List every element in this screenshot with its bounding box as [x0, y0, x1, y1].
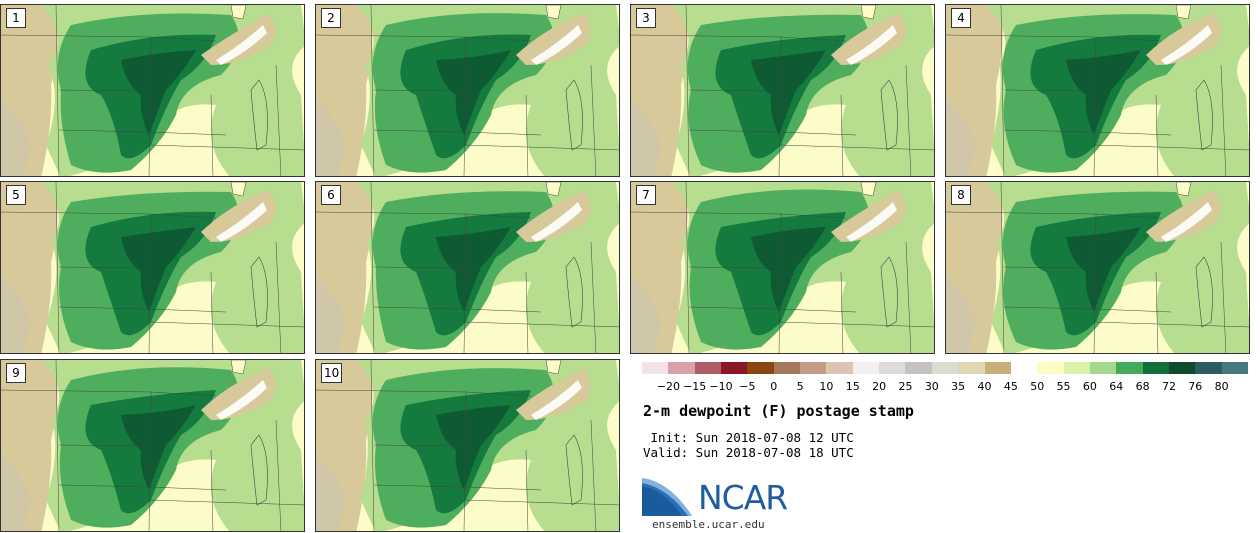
colorbar-segment	[668, 362, 696, 374]
panel-number: 10	[321, 363, 343, 383]
map-panel-7: 7	[630, 181, 935, 354]
map-panel-1: 1	[0, 4, 305, 177]
panel-number: 5	[6, 185, 26, 205]
colorbar-segment	[1037, 362, 1065, 374]
panel-number: 9	[6, 363, 26, 383]
colorbar-tick-label: 35	[951, 380, 966, 393]
colorbar-segment	[773, 362, 801, 374]
colorbar-tick-label: 30	[924, 380, 939, 393]
map-panel-3: 3	[630, 4, 935, 177]
colorbar-segment	[1142, 362, 1170, 374]
colorbar-segment	[747, 362, 775, 374]
colorbar-segment	[1010, 362, 1038, 374]
map-panel-6: 6	[315, 181, 620, 354]
colorbar-tick-label: 25	[898, 380, 913, 393]
colorbar-tick-label: 0	[770, 380, 778, 393]
colorbar-tick-label: 15	[845, 380, 860, 393]
panel-number: 1	[6, 8, 26, 28]
logo-text: NCAR	[698, 478, 788, 517]
colorbar-tick-label: 80	[1214, 380, 1229, 393]
colorbar-tick-label: −15	[683, 380, 707, 393]
colorbar-segment	[1221, 362, 1249, 374]
colorbar-segment	[984, 362, 1012, 374]
colorbar-segment	[879, 362, 906, 374]
colorbar-tick-label: 20	[872, 380, 887, 393]
panel-number: 2	[321, 8, 341, 28]
panel-number: 4	[951, 8, 971, 28]
dewpoint-colorbar	[642, 362, 1249, 374]
colorbar-segment	[694, 362, 722, 374]
map-panel-5: 5	[0, 181, 305, 354]
map-panel-4: 4	[945, 4, 1250, 177]
colorbar-segment	[852, 362, 880, 374]
colorbar-tick-label: −5	[739, 380, 756, 393]
colorbar-tick-label: 50	[1030, 380, 1045, 393]
colorbar-segment	[1195, 362, 1223, 374]
colorbar-tick-label: −20	[656, 380, 680, 393]
colorbar-tick-label: 40	[977, 380, 992, 393]
colorbar-tick-label: 10	[819, 380, 834, 393]
colorbar-tick-label: 68	[1135, 380, 1150, 393]
site-url: ensemble.ucar.edu	[652, 518, 765, 531]
colorbar-tick-label: 76	[1188, 380, 1203, 393]
colorbar-segment	[1063, 362, 1091, 374]
ncar-logo-icon	[642, 478, 692, 516]
colorbar-segment	[1089, 362, 1117, 374]
colorbar-tick-label: 45	[1003, 380, 1018, 393]
colorbar-tick-label: 55	[1056, 380, 1071, 393]
panel-number: 3	[636, 8, 656, 28]
colorbar-tick-label: 64	[1109, 380, 1124, 393]
colorbar-segment	[826, 362, 854, 374]
colorbar-segment	[800, 362, 827, 374]
init-time: Init: Sun 2018-07-08 12 UTC	[643, 430, 854, 445]
map-panel-8: 8	[945, 181, 1250, 354]
valid-time: Valid: Sun 2018-07-08 18 UTC	[643, 445, 854, 460]
colorbar-tick-label: −10	[709, 380, 733, 393]
colorbar-segment	[958, 362, 986, 374]
colorbar-tick-label: 72	[1161, 380, 1176, 393]
colorbar-segment	[1116, 362, 1144, 374]
panel-number: 6	[321, 185, 341, 205]
colorbar-segment	[721, 362, 748, 374]
panel-number: 7	[636, 185, 656, 205]
map-panel-9: 9	[0, 359, 305, 532]
panel-number: 8	[951, 185, 971, 205]
colorbar-segment	[642, 362, 669, 374]
colorbar-segment	[905, 362, 933, 374]
chart-title: 2-m dewpoint (F) postage stamp	[643, 402, 914, 420]
colorbar-segment	[931, 362, 959, 374]
colorbar-tick-label: 60	[1082, 380, 1097, 393]
colorbar-tick-label: 5	[796, 380, 804, 393]
colorbar-segment	[1168, 362, 1196, 374]
map-panel-10: 10	[315, 359, 620, 532]
map-panel-2: 2	[315, 4, 620, 177]
